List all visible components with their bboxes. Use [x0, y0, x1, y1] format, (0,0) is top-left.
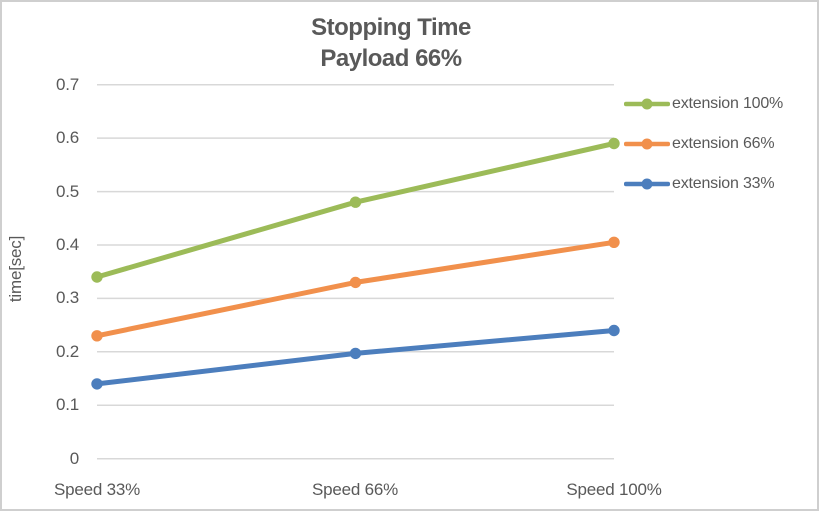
chart-title: Stopping Time [311, 14, 471, 41]
chart-subtitle: Payload 66% [320, 45, 462, 72]
legend: extension 100% extension 66% extension 3… [624, 84, 783, 204]
y-tick-label: 0.1 [55, 395, 79, 414]
y-tick-label: 0 [69, 449, 79, 468]
legend-label: extension 66% [672, 135, 775, 152]
legend-marker-icon [624, 138, 670, 150]
legend-item-extension-66: extension 66% [624, 124, 783, 164]
chart-title-block: Stopping Time Payload 66% [2, 12, 780, 74]
y-tick-label: 0.5 [55, 182, 79, 201]
legend-label: extension 33% [672, 175, 775, 192]
x-category-label: Speed 66% [311, 480, 399, 499]
legend-marker-icon [624, 178, 670, 190]
y-tick-label: 0.3 [55, 288, 79, 307]
y-tick-label: 0.4 [55, 235, 79, 254]
x-category-label: Speed 33% [53, 480, 141, 499]
legend-item-extension-100: extension 100% [624, 84, 783, 124]
y-tick-label: 0.7 [55, 75, 79, 94]
legend-item-extension-33: extension 33% [624, 164, 783, 204]
legend-marker-icon [624, 98, 670, 110]
legend-label: extension 100% [672, 95, 784, 112]
x-category-label: Speed 100% [566, 480, 662, 499]
y-tick-label: 0.6 [55, 128, 79, 147]
y-tick-label: 0.2 [55, 342, 79, 361]
